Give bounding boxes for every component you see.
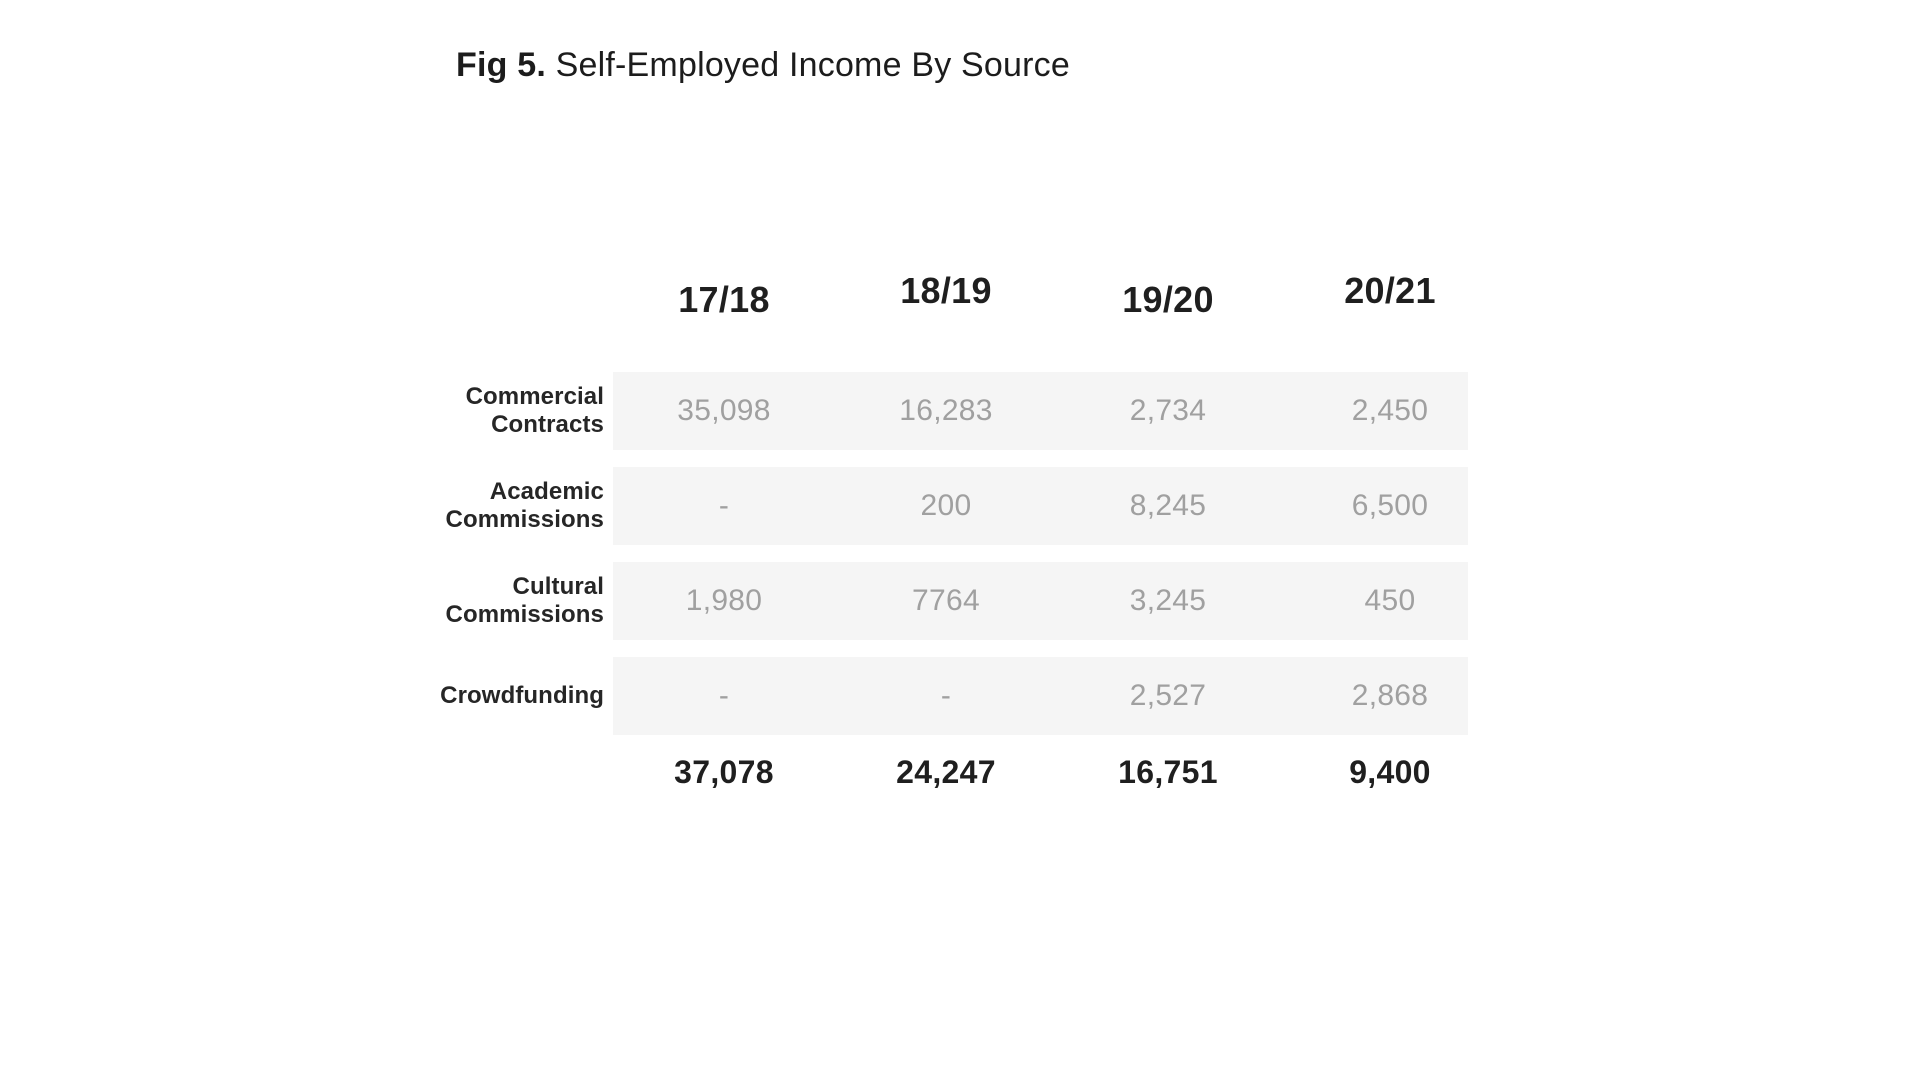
table-row: - - 2,527 2,868 <box>613 657 1501 735</box>
table-row: 1,980 7764 3,245 450 <box>613 562 1501 640</box>
cell-value: - <box>718 679 730 712</box>
row-label-commercial-contracts: Commercial Contracts <box>254 372 604 450</box>
row-band <box>613 467 1468 545</box>
cell-value: 450 <box>1364 584 1416 617</box>
cell-value: - <box>940 679 952 712</box>
total-value: 37,078 <box>674 753 774 790</box>
cell-value: 200 <box>920 489 972 522</box>
row-label-line: Commissions <box>445 506 604 533</box>
figure-title: Fig 5. Self-Employed Income By Source <box>456 44 1070 86</box>
row-label-line: Crowdfunding <box>440 682 604 709</box>
row-label-line: Academic <box>489 478 604 505</box>
row-label-line: Contracts <box>491 411 604 438</box>
row-label-academic-commissions: Academic Commissions <box>254 467 604 545</box>
column-header-18-19: 18/19 <box>900 270 992 311</box>
row-band <box>613 372 1468 450</box>
total-value: 24,247 <box>896 753 996 790</box>
column-header-19-20: 19/20 <box>1122 279 1214 320</box>
cell-value: - <box>718 489 730 522</box>
column-header-20-21: 20/21 <box>1344 270 1436 311</box>
cell-value: 8,245 <box>1129 489 1207 522</box>
cell-value: 2,868 <box>1351 679 1429 712</box>
totals-row: 37,078 24,247 16,751 9,400 <box>613 733 1501 811</box>
table-row: 35,098 16,283 2,734 2,450 <box>613 372 1501 450</box>
row-label-line: Commissions <box>445 601 604 628</box>
cell-value: 7764 <box>912 584 980 617</box>
row-label-line: Commercial <box>465 383 604 410</box>
total-value: 16,751 <box>1118 753 1218 790</box>
row-band <box>613 562 1468 640</box>
cell-value: 6,500 <box>1351 489 1429 522</box>
table-row: - 200 8,245 6,500 <box>613 467 1501 545</box>
cell-value: 3,245 <box>1129 584 1207 617</box>
row-band <box>613 657 1468 735</box>
cell-value: 2,734 <box>1129 394 1207 427</box>
cell-value: 35,098 <box>677 394 771 427</box>
cell-value: 2,450 <box>1351 394 1429 427</box>
cell-value: 1,980 <box>685 584 763 617</box>
row-label-cultural-commissions: Cultural Commissions <box>254 562 604 640</box>
column-header-row: 17/18 18/19 19/20 20/21 <box>613 264 1501 336</box>
column-header-17-18: 17/18 <box>678 279 770 320</box>
row-label-crowdfunding: Crowdfunding <box>254 657 604 735</box>
cell-value: 16,283 <box>899 394 993 427</box>
figure-title-text: Self-Employed Income By Source <box>546 46 1070 84</box>
cell-value: 2,527 <box>1129 679 1207 712</box>
figure-number: Fig 5. <box>456 46 546 84</box>
total-value: 9,400 <box>1349 753 1431 790</box>
row-label-line: Cultural <box>512 573 604 600</box>
